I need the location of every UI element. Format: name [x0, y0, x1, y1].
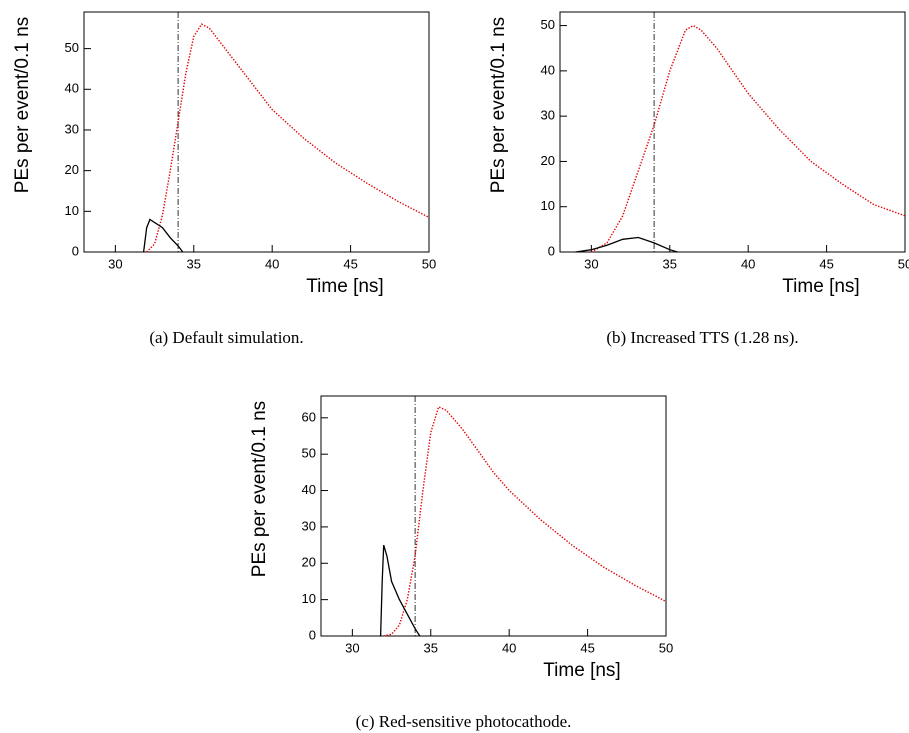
- x-tick-label: 40: [741, 256, 755, 271]
- caption: (a) Default simulation.: [149, 328, 303, 347]
- y-tick-label: 30: [302, 518, 316, 533]
- y-tick-label: 10: [541, 198, 555, 213]
- plot-frame: [320, 395, 667, 637]
- y-tick-label: 0: [309, 627, 316, 642]
- x-tick-label: 45: [343, 256, 357, 271]
- y-tick-label: 0: [548, 243, 555, 258]
- series-line: [575, 236, 678, 253]
- x-tick-label: 45: [580, 640, 594, 655]
- y-tick-label: 40: [541, 62, 555, 77]
- y-axis-label: PEs per event/0.1 ns: [488, 17, 509, 193]
- x-tick-label: 35: [424, 640, 438, 655]
- series-line: [142, 218, 184, 253]
- y-axis-label: PEs per event/0.1 ns: [249, 401, 270, 577]
- x-tick-label: 40: [265, 256, 279, 271]
- y-tick-label: 30: [541, 108, 555, 123]
- x-tick-label: 50: [659, 640, 673, 655]
- x-tick-label: 40: [502, 640, 516, 655]
- x-axis-label: Time [ns]: [543, 660, 620, 681]
- y-tick-label: 60: [302, 409, 316, 424]
- x-axis-label: Time [ns]: [306, 276, 383, 297]
- x-tick-label: 30: [584, 256, 598, 271]
- y-tick-label: 40: [65, 81, 79, 96]
- caption: (c) Red-sensitive photocathode.: [356, 712, 572, 731]
- plot-frame: [559, 11, 906, 253]
- x-tick-label: 30: [108, 256, 122, 271]
- series-line: [383, 405, 667, 637]
- series-line: [146, 23, 430, 253]
- x-tick-label: 30: [345, 640, 359, 655]
- x-tick-label: 50: [898, 256, 909, 271]
- y-tick-label: 50: [541, 17, 555, 32]
- y-tick-label: 40: [302, 482, 316, 497]
- series-line: [379, 544, 421, 637]
- x-tick-label: 35: [187, 256, 201, 271]
- y-tick-label: 20: [65, 162, 79, 177]
- y-tick-label: 20: [302, 555, 316, 570]
- x-tick-label: 45: [819, 256, 833, 271]
- y-tick-label: 50: [302, 446, 316, 461]
- caption: (b) Increased TTS (1.28 ns).: [606, 328, 798, 347]
- y-tick-label: 30: [65, 121, 79, 136]
- y-tick-label: 20: [541, 153, 555, 168]
- y-tick-label: 50: [65, 40, 79, 55]
- plot-frame: [83, 11, 430, 253]
- y-tick-label: 10: [65, 203, 79, 218]
- series-line: [591, 24, 906, 253]
- y-axis-label: PEs per event/0.1 ns: [12, 17, 33, 193]
- y-tick-label: 10: [302, 591, 316, 606]
- x-tick-label: 35: [663, 256, 677, 271]
- y-tick-label: 0: [72, 243, 79, 258]
- x-tick-label: 50: [422, 256, 436, 271]
- x-axis-label: Time [ns]: [782, 276, 859, 297]
